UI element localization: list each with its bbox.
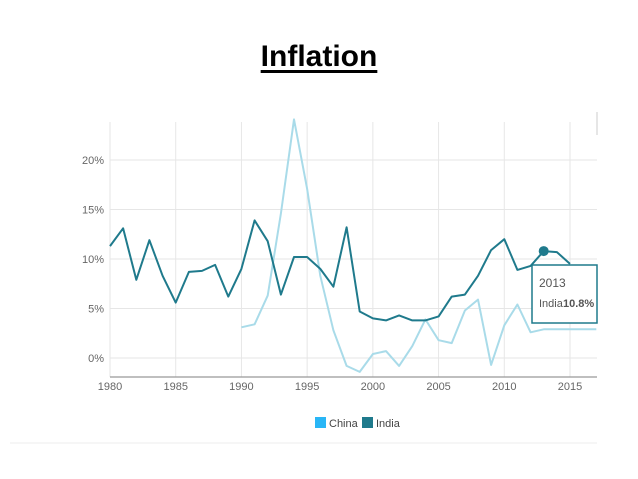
legend-label-india: India (376, 418, 401, 430)
x-tick-label: 1990 (229, 381, 253, 393)
y-tick-label: 0% (88, 353, 104, 365)
y-tick-label: 15% (82, 205, 104, 217)
chart-axes: 0% 5% 10% 15% 20% 1980 1985 1990 1995 2000 2005 201… (10, 155, 597, 444)
chart-grid (109, 112, 598, 377)
x-tick-label: 1985 (163, 381, 187, 393)
tooltip-series-label: India (539, 298, 564, 310)
x-tick-label: 1980 (98, 381, 122, 393)
y-tick-label: 5% (88, 304, 104, 316)
chart-series (109, 118, 597, 373)
series-line-china (241, 118, 597, 373)
series-line-india (109, 219, 571, 322)
chart-tooltip: 2013 India 10.8% (531, 246, 598, 324)
x-tick-label: 2010 (492, 381, 516, 393)
tooltip-point-marker (538, 246, 549, 257)
legend-label-china: China (329, 418, 359, 430)
y-tick-label: 10% (82, 254, 104, 266)
x-tick-label: 2000 (361, 381, 385, 393)
y-tick-label: 20% (82, 155, 104, 167)
tooltip-value: 10.8% (563, 298, 594, 310)
tooltip-year: 2013 (539, 276, 566, 290)
x-tick-label: 1995 (295, 381, 319, 393)
page-title: Inflation (260, 40, 378, 73)
x-tick-label: 2015 (558, 381, 582, 393)
x-tick-label: 2005 (426, 381, 450, 393)
legend-swatch-india (362, 417, 373, 428)
chart-legend: China India (315, 417, 401, 430)
legend-swatch-china (315, 417, 326, 428)
tooltip-box (531, 264, 598, 324)
